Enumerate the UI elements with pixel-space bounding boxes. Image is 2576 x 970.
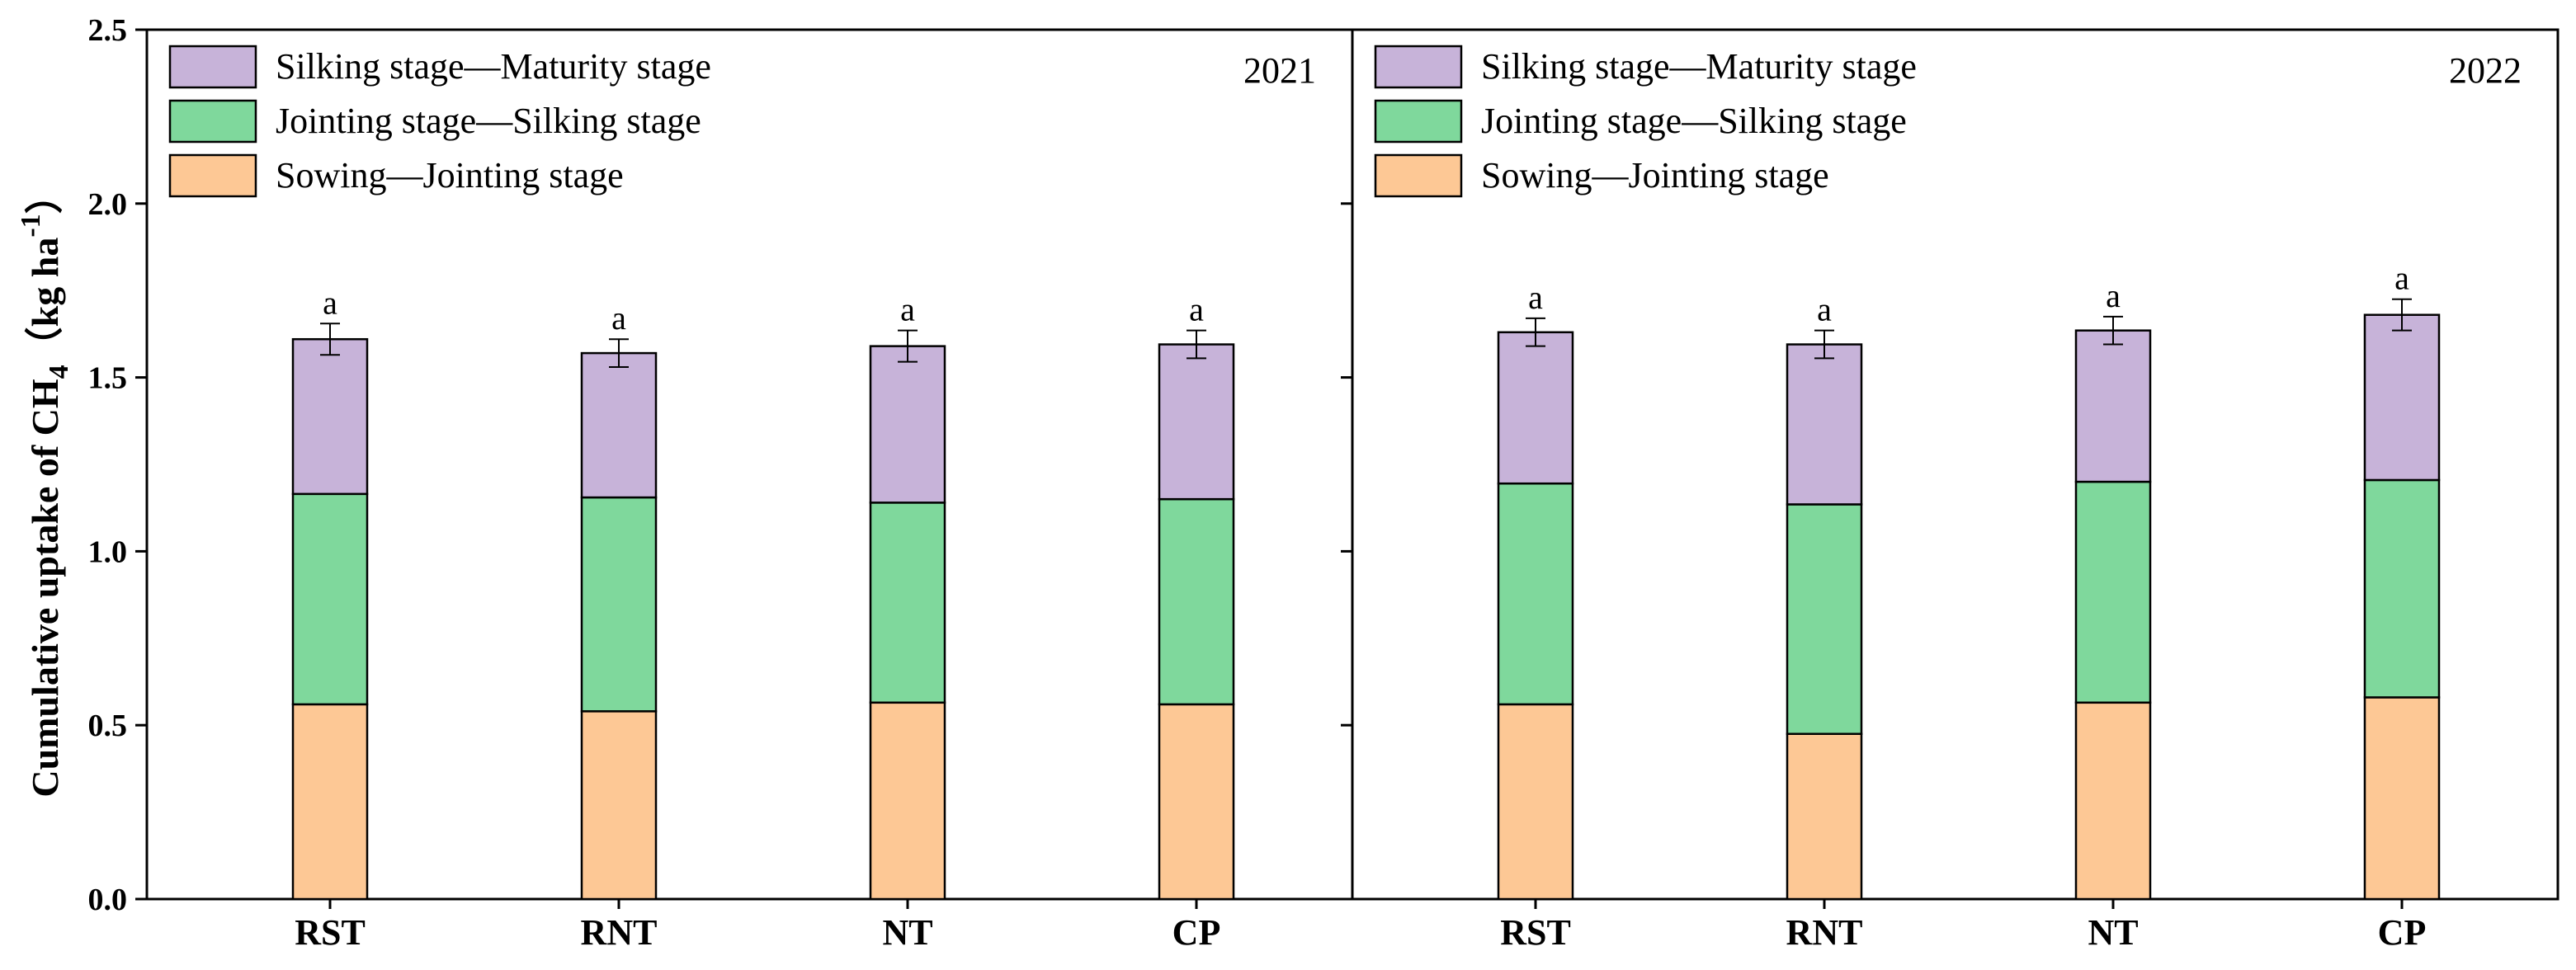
legend-label: Sowing—Jointing stage [1481,155,1829,195]
y-axis-title-close: ） [24,176,66,214]
y-tick-label: 1.0 [88,534,128,569]
significance-label: a [1817,291,1832,328]
bar-segment [869,701,946,901]
plot-area: 0.0 0.5 1.0 1.5 2.0 2.5 Silking stage—Maturity… [88,13,2559,953]
legend-swatch [168,99,257,144]
legend-label: Jointing stage—Silking stage [1481,101,1907,141]
y-axis-title-superscript: -1 [16,214,46,237]
bar-segment [2074,701,2152,901]
y-tick-label: 0.0 [88,883,128,917]
bar-segment [2363,313,2441,482]
x-tick-label: CP [1172,912,1221,953]
bar-segment [580,710,658,901]
bar-segment [869,345,946,504]
bar-segment [291,337,369,496]
significance-label: a [2106,277,2121,314]
y-axis-title-unit: （kg ha [24,238,66,365]
y-tick-label: 0.5 [88,709,128,743]
y-tick-label: 2.5 [88,13,128,48]
bar-segment [2363,478,2441,699]
significance-label: a [1189,291,1204,328]
bar-segment [2074,480,2152,704]
bar-segment [1786,343,1863,506]
y-axis-title: Cumulative uptake of CH4（kg ha-1） [16,176,74,797]
legend-swatch [1374,99,1463,144]
legend-swatch [1374,45,1463,89]
x-tick-label: RST [295,912,366,953]
bar-segment [2074,329,2152,483]
bar-segment [1786,503,1863,735]
panel-year-label: 2021 [1243,50,1316,91]
legend-swatch [1374,153,1463,198]
x-tick-label: RNT [1786,912,1863,953]
legend-label: Silking stage—Maturity stage [1481,46,1917,87]
bar-segment [1786,732,1863,901]
significance-label: a [1528,279,1543,316]
y-tick-label: 1.5 [88,361,128,396]
bar-segment [1158,343,1235,501]
bar-segment [1158,497,1235,706]
bar-segment [869,501,946,704]
panel-year-label: 2022 [2449,50,2522,91]
significance-label: a [2394,260,2409,297]
bar-segment [291,703,369,901]
legend-swatch [168,153,257,198]
svg-text:Cumulative uptake of CH4（kg ha: Cumulative uptake of CH4（kg ha-1） [16,176,74,797]
bar-segment [1497,331,1574,485]
legend-label: Silking stage—Maturity stage [276,46,711,87]
x-tick-label: NT [2088,912,2138,953]
x-tick-label: CP [2378,912,2427,953]
bar-segment [580,496,658,713]
legend-swatch [168,45,257,89]
bar-segment [291,492,369,706]
bar-segment [1158,703,1235,901]
x-tick-label: RNT [581,912,658,953]
y-tick-label: 2.0 [88,187,128,222]
bar-segment [2363,696,2441,901]
significance-label: a [611,299,626,337]
x-tick-label: RST [1500,912,1571,953]
legend-label: Jointing stage—Silking stage [276,101,701,141]
legend-label: Sowing—Jointing stage [276,155,624,195]
bar-segment [1497,482,1574,706]
y-axis-title-text: Cumulative uptake of CH [24,379,66,798]
x-tick-label: NT [882,912,932,953]
bar-segment [580,351,658,499]
y-axis-title-subscript: 4 [44,365,74,379]
significance-label: a [900,291,915,328]
bar-segment [1497,703,1574,901]
significance-label: a [323,284,337,321]
